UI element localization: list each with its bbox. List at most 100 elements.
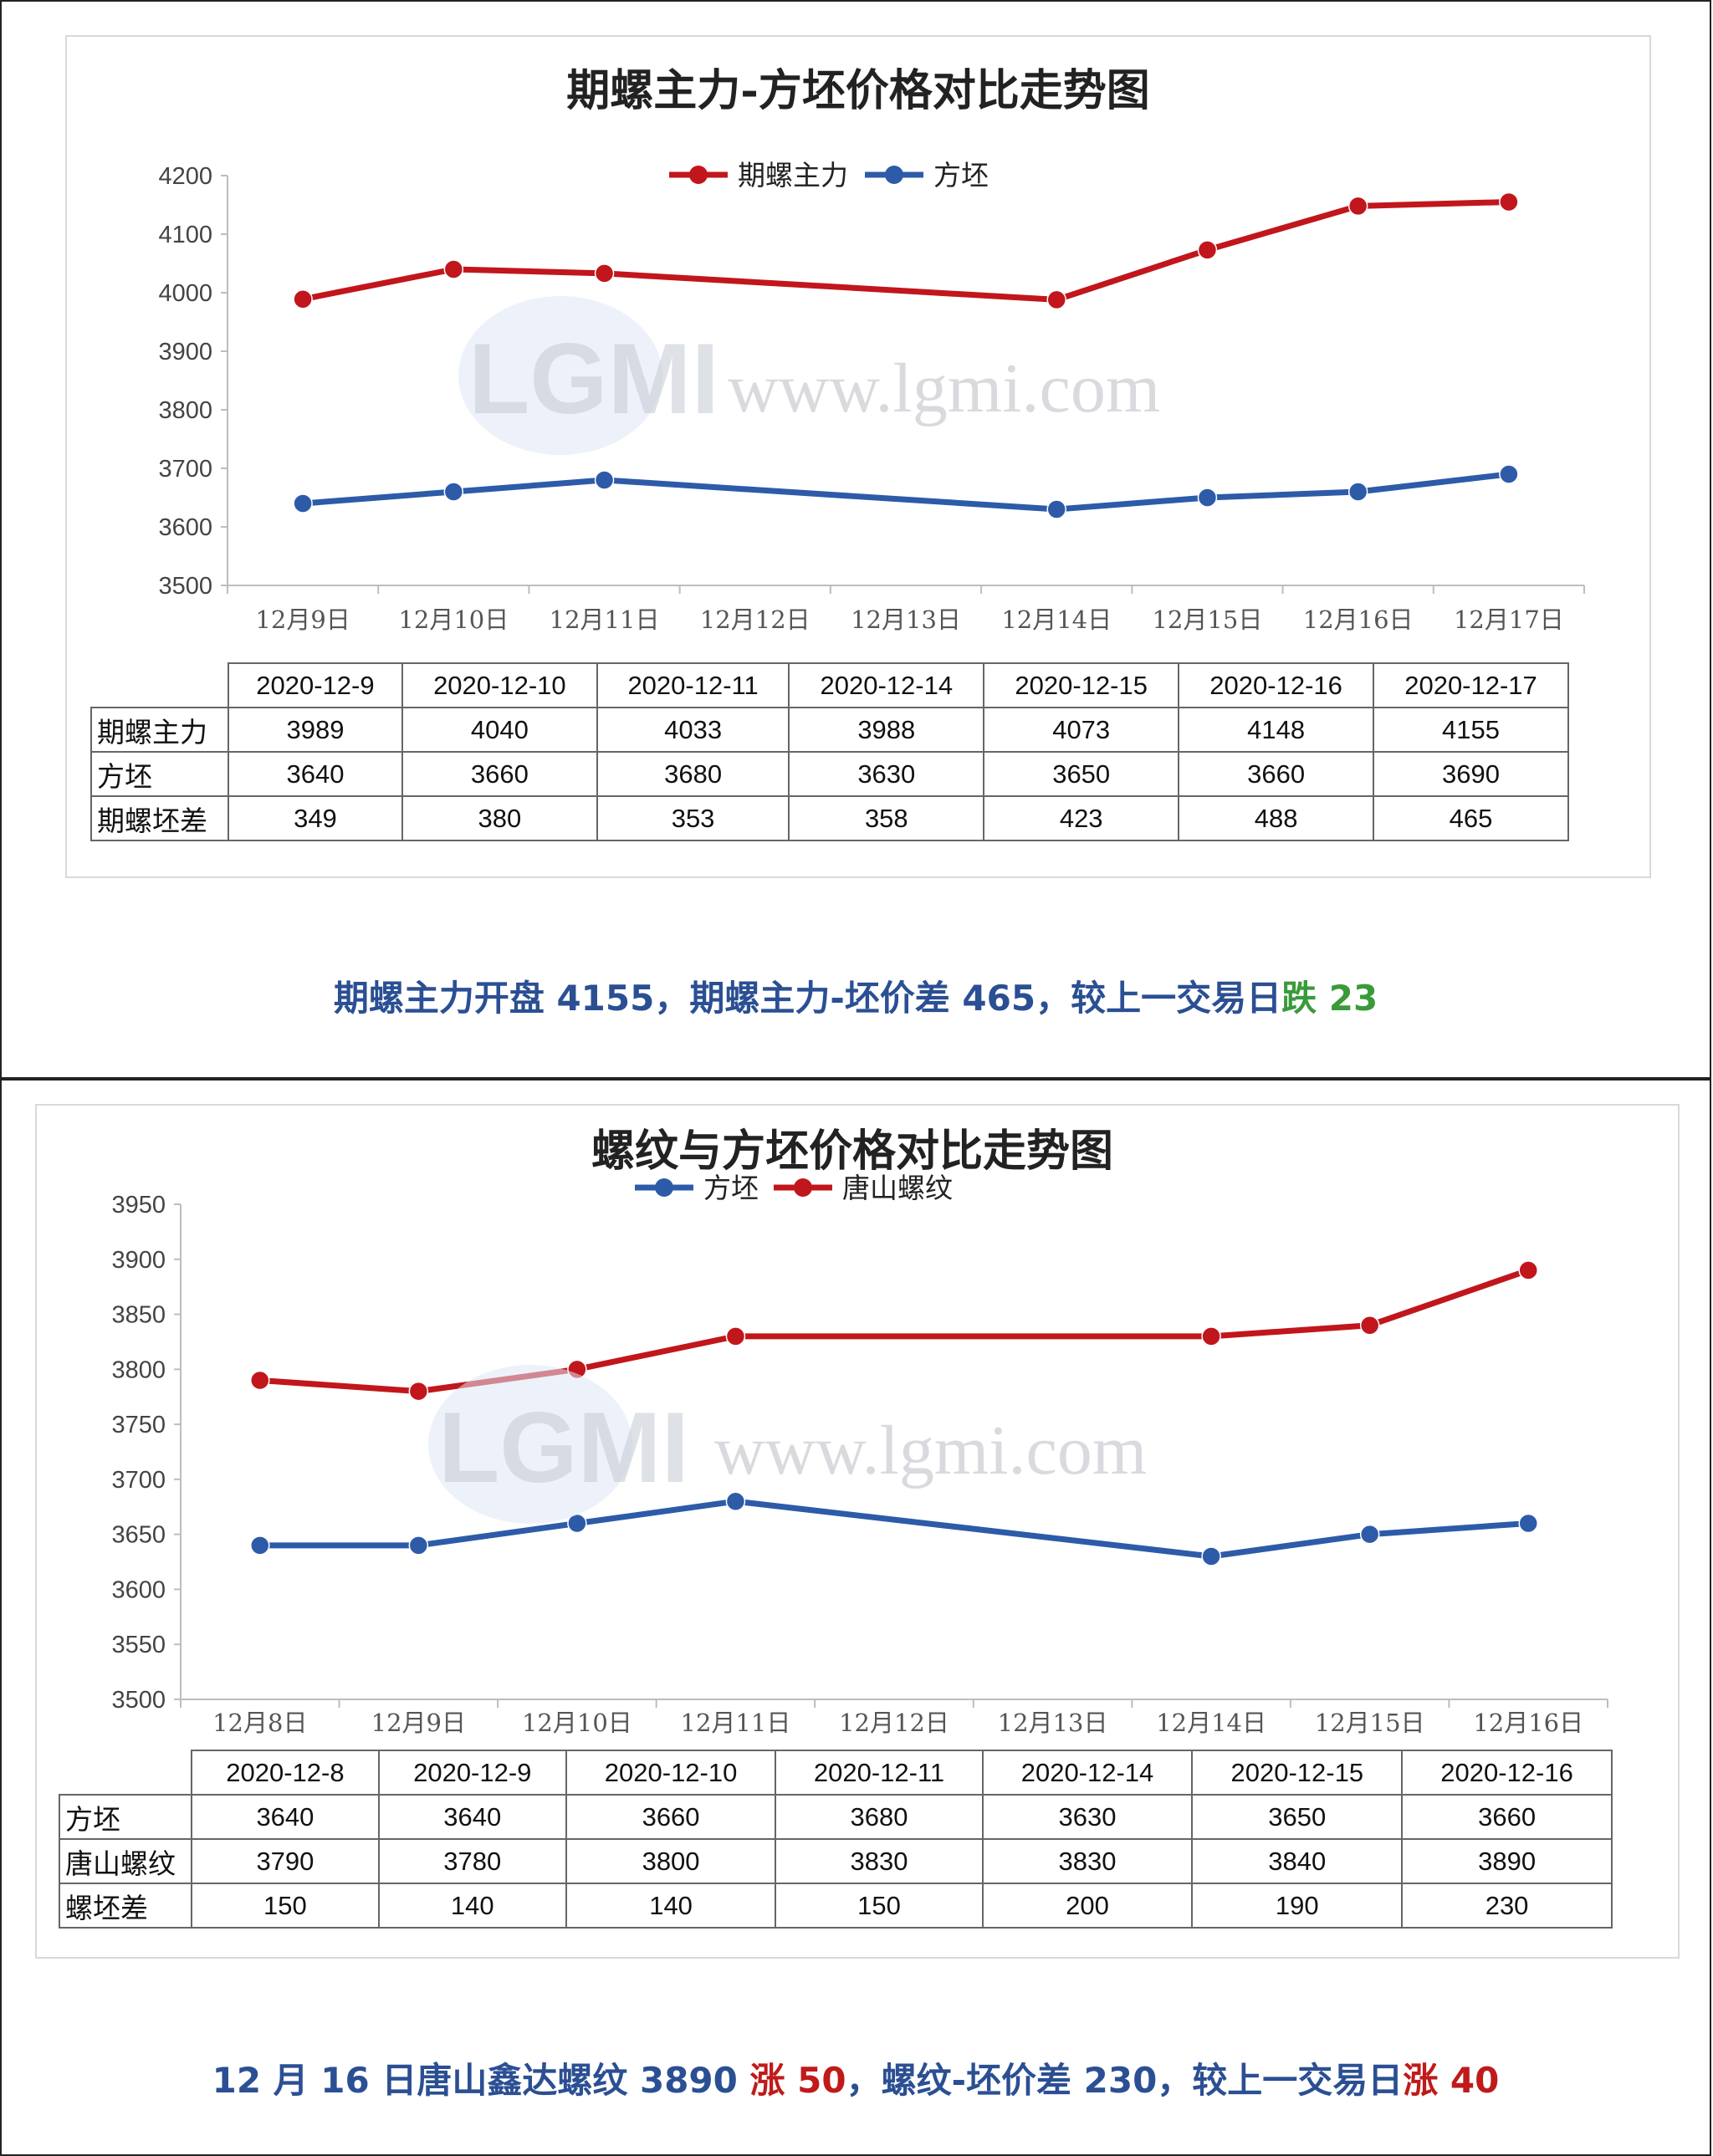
- table-cell: 4148: [1178, 707, 1375, 753]
- y-tick-label: 3500: [111, 1687, 166, 1714]
- table-date-header: 2020-12-16: [1178, 662, 1375, 708]
- x-tick-label: 12月14日: [1001, 605, 1112, 634]
- panel-futures-rebar-billet: 期螺主力-方坯价格对比走势图 4200 4100 4000 3900 3800 3700 3…: [0, 0, 1711, 1079]
- table-row-label: 方坯: [59, 1794, 192, 1840]
- table-cell: 230: [1401, 1883, 1613, 1929]
- x-tick-label: 12月12日: [700, 605, 810, 634]
- table-date-header: 2020-12-17: [1373, 662, 1569, 708]
- legend-label: 方坯: [933, 159, 989, 192]
- table-corner: [59, 1750, 192, 1796]
- x-tick-label: 12月13日: [998, 1709, 1108, 1737]
- summary-2-change-b: 涨 40: [1403, 2060, 1500, 2101]
- series-line-1: [259, 1498, 1529, 1560]
- table-cell: 150: [191, 1883, 380, 1929]
- table-cell: 140: [565, 1883, 777, 1929]
- table-cell: 190: [1191, 1883, 1404, 1929]
- table-corner: [91, 663, 229, 708]
- data-point: [443, 482, 464, 502]
- data-point: [408, 1535, 429, 1556]
- data-point: [1359, 1315, 1380, 1336]
- table-cell: 3780: [377, 1838, 567, 1884]
- x-tick-label: 12月15日: [1153, 605, 1263, 634]
- chart-title: 螺纹与方坯价格对比走势图: [591, 1126, 1113, 1177]
- y-tick-label: 3500: [158, 573, 212, 600]
- data-table-2: 2020-12-8 2020-12-9 2020-12-10 2020-12-11 20…: [59, 1750, 1613, 1929]
- summary-2-text-a: 12 月 16 日唐山鑫达螺纹 3890: [212, 2060, 750, 2101]
- table-cell: 200: [981, 1883, 1194, 1929]
- x-tick-label: 12月12日: [839, 1709, 949, 1737]
- table-cell: 3680: [775, 1794, 984, 1840]
- line-chart-2: 螺纹与方坯价格对比走势图 3950 3900 3850 3800 3750 3700 365…: [111, 1126, 1608, 1737]
- x-tick-label: 12月16日: [1303, 605, 1414, 634]
- table-header-row: 2020-12-9 2020-12-10 2020-12-11 2020-12-14 2…: [91, 662, 1569, 708]
- table-cell: 3630: [981, 1794, 1194, 1840]
- table-date-header: 2020-12-11: [775, 1750, 984, 1796]
- y-tick-label: 3800: [158, 397, 212, 424]
- table-row: 螺坯差 150 140 140 150 200 190 230: [59, 1883, 1613, 1929]
- table-cell: 4155: [1373, 707, 1569, 753]
- data-point: [1201, 1546, 1221, 1566]
- table-cell: 3630: [788, 751, 985, 797]
- table-cell: 3790: [191, 1838, 380, 1884]
- summary-1-change: 23: [1317, 978, 1378, 1019]
- y-tick-label: 3800: [111, 1356, 166, 1383]
- table-row: 方坯 3640 3640 3660 3680 3630 3650 3660: [59, 1794, 1613, 1840]
- data-point: [594, 470, 615, 490]
- data-point: [594, 263, 615, 284]
- x-tick-label: 12月17日: [1454, 605, 1564, 634]
- y-tick-label: 4000: [158, 280, 212, 307]
- x-tick-label: 12月8日: [212, 1709, 307, 1737]
- legend-marker: [655, 1178, 673, 1197]
- x-tick-label: 12月9日: [371, 1709, 466, 1737]
- data-point: [725, 1491, 746, 1511]
- chart-container-2: 螺纹与方坯价格对比走势图 3950 3900 3850 3800 3750 3700 365…: [35, 1104, 1680, 1959]
- table-cell: 3690: [1373, 751, 1569, 797]
- x-tick-label: 12月16日: [1473, 1709, 1583, 1737]
- summary-text-1: 期螺主力开盘 4155，期螺主力-坯价差 465，较上一交易日跌 23: [2, 970, 1710, 1021]
- series-line-1: [302, 199, 1509, 303]
- y-tick-label: 3750: [111, 1412, 166, 1438]
- legend-marker: [885, 166, 903, 184]
- summary-1-direction: 跌: [1281, 978, 1317, 1019]
- table-cell: 3640: [377, 1794, 567, 1840]
- data-point: [443, 259, 464, 279]
- table-cell: 3680: [596, 751, 790, 797]
- y-tick-label: 3900: [111, 1247, 166, 1274]
- table-row: 期螺主力 3989 4040 4033 3988 4073 4148 4155: [90, 707, 1569, 753]
- chart-title: 期螺主力-方坯价格对比走势图: [566, 65, 1150, 116]
- table-row-label: 唐山螺纹: [59, 1838, 192, 1884]
- data-point: [1197, 488, 1218, 508]
- x-tick-label: 12月11日: [550, 605, 660, 634]
- table-date-header: 2020-12-15: [983, 662, 1180, 708]
- data-point: [250, 1535, 270, 1556]
- table-cell: 380: [401, 795, 598, 841]
- table-cell: 349: [228, 795, 403, 841]
- table-cell: 353: [596, 795, 790, 841]
- table-cell: 488: [1178, 795, 1375, 841]
- data-point: [1518, 1260, 1538, 1280]
- table-cell: 3800: [565, 1838, 777, 1884]
- data-point: [293, 493, 313, 513]
- table-row: 期螺坯差 349 380 353 358 423 488 465: [90, 795, 1569, 841]
- table-cell: 140: [377, 1883, 567, 1929]
- data-point: [1518, 1513, 1538, 1534]
- table-date-header: 2020-12-15: [1191, 1750, 1404, 1796]
- data-point: [293, 289, 313, 309]
- table-date-header: 2020-12-11: [596, 662, 790, 708]
- x-tick-label: 12月14日: [1156, 1709, 1266, 1737]
- data-point: [567, 1359, 587, 1380]
- table-cell: 3830: [775, 1838, 984, 1884]
- y-tick-label: 3850: [111, 1302, 166, 1329]
- y-tick-label: 3700: [158, 456, 212, 483]
- table-cell: 423: [983, 795, 1180, 841]
- table-cell: 3660: [565, 1794, 777, 1840]
- table-cell: 3989: [228, 707, 403, 753]
- y-tick-label: 3550: [111, 1632, 166, 1658]
- table-cell: 3650: [1191, 1794, 1404, 1840]
- y-tick-label: 4100: [158, 222, 212, 248]
- table-row-label: 方坯: [90, 751, 229, 797]
- x-tick-label: 12月15日: [1315, 1709, 1425, 1737]
- x-tick-label: 12月9日: [255, 605, 350, 634]
- data-point: [1347, 482, 1368, 502]
- table-cell: 3660: [401, 751, 598, 797]
